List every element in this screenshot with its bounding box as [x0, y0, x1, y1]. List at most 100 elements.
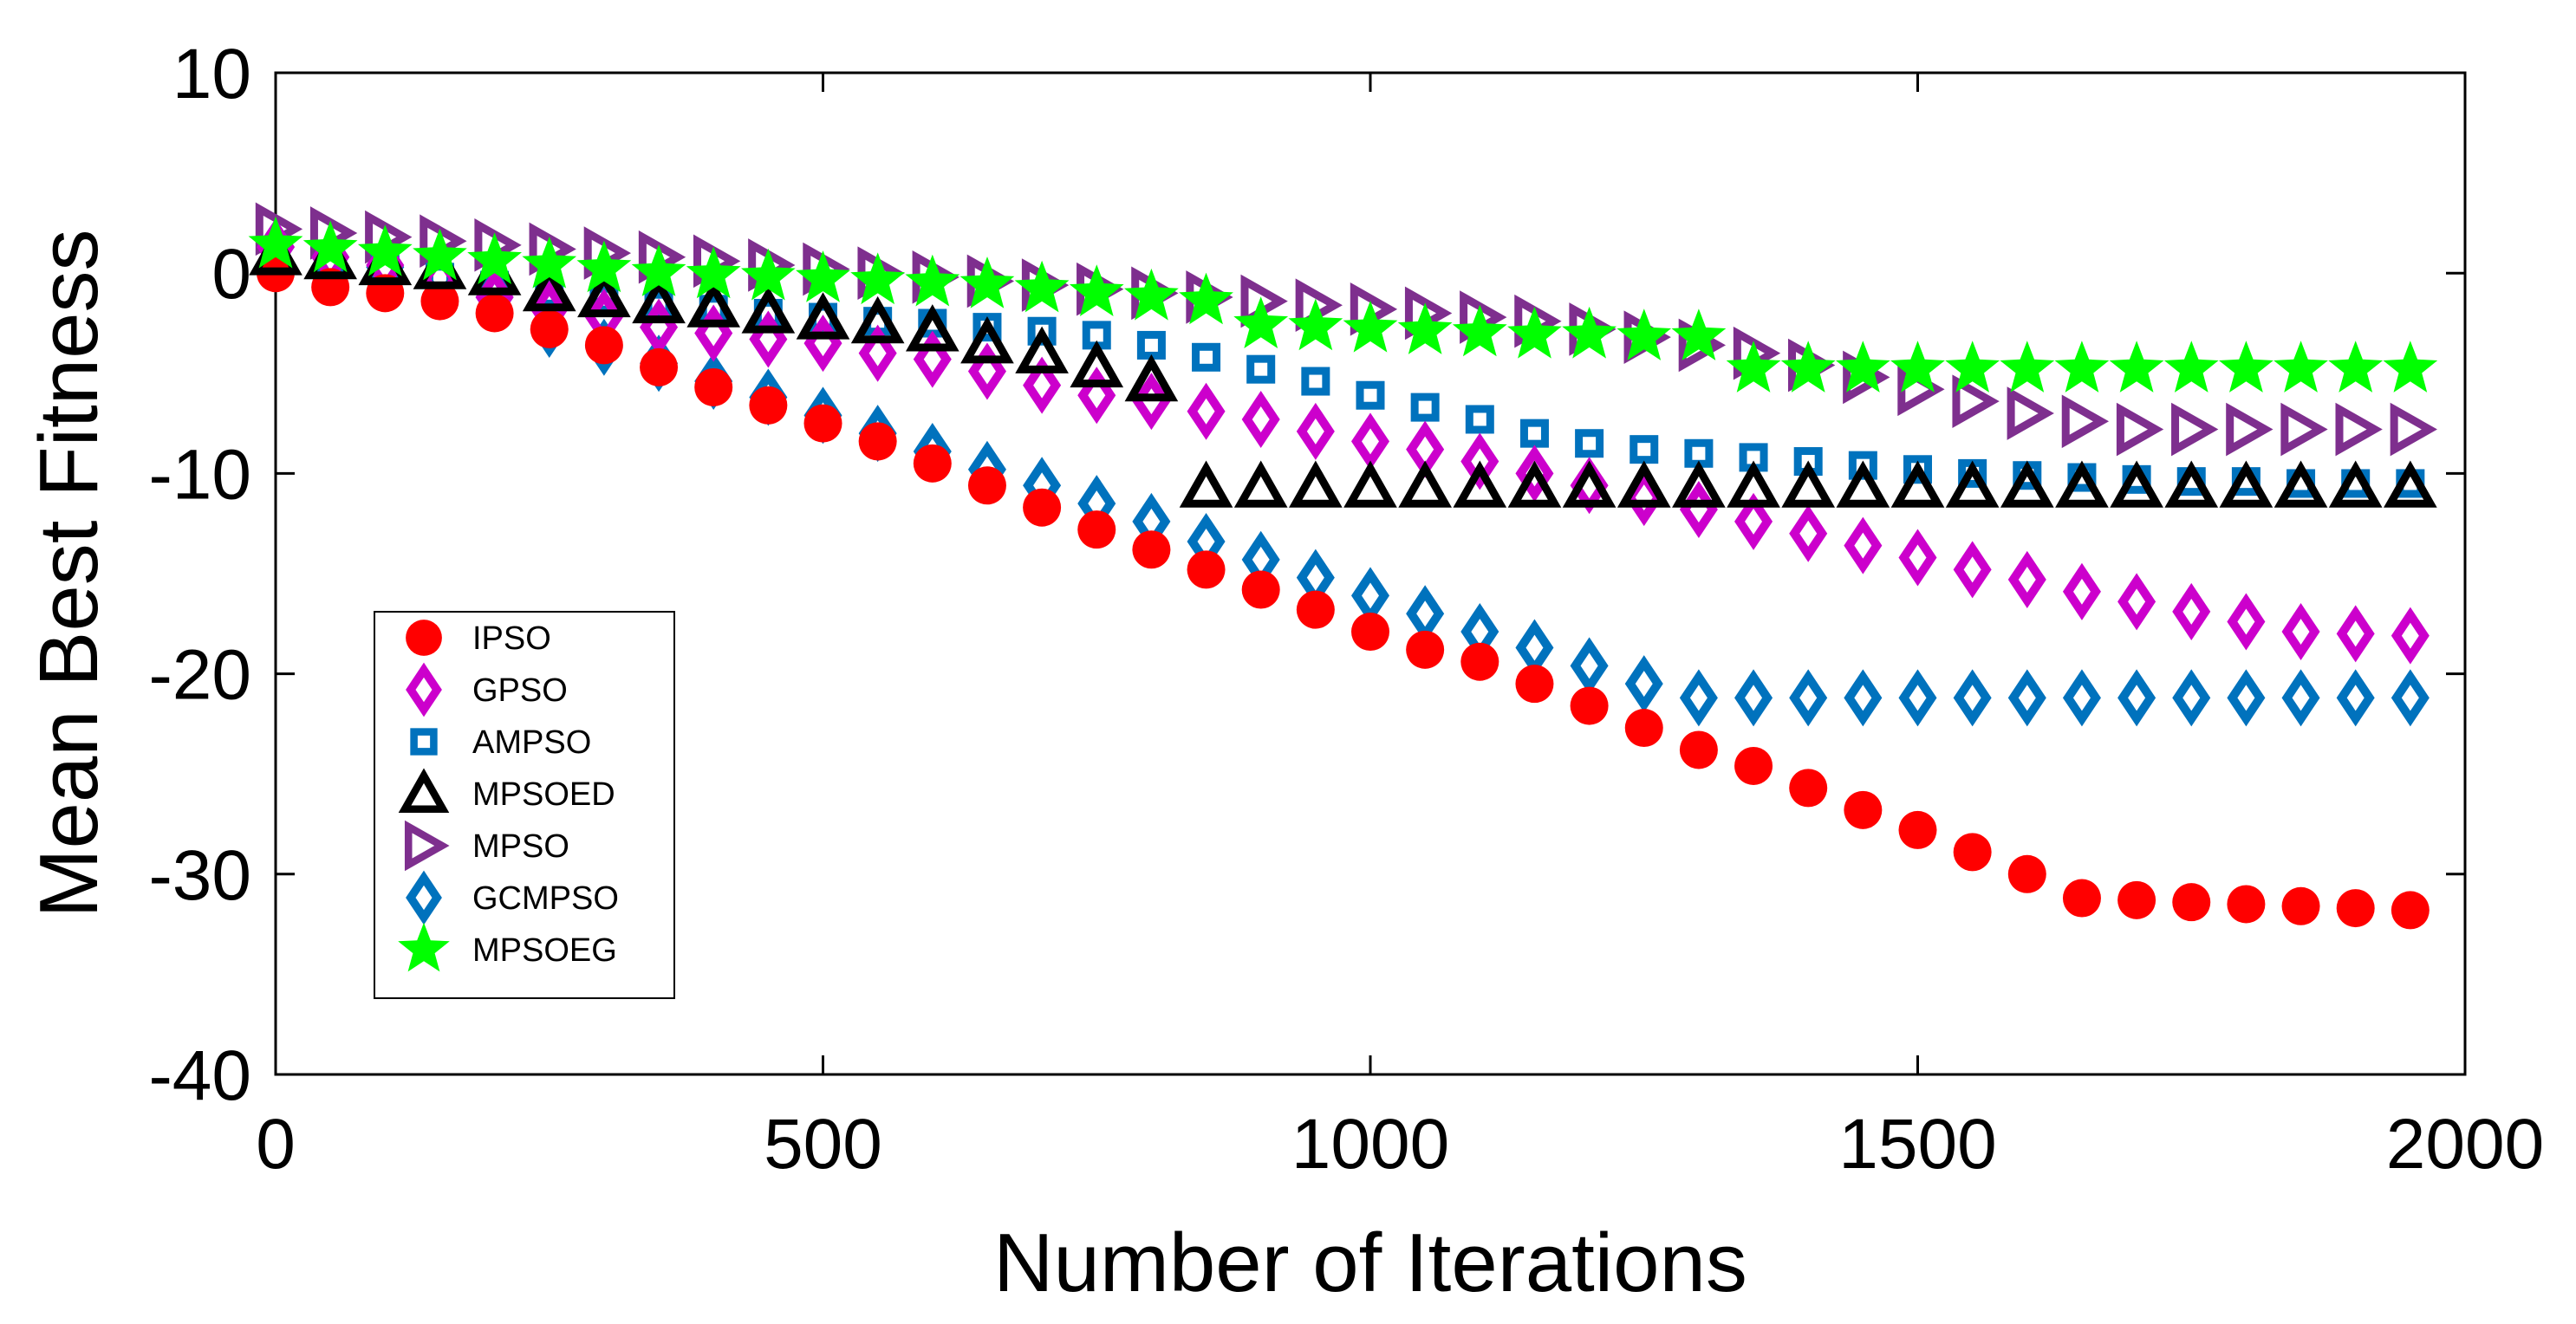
data-point-mpsoed [960, 316, 1014, 364]
data-point-gpso [1953, 541, 1992, 599]
data-point-mpso [2280, 402, 2328, 457]
data-point-mpsoed [1289, 460, 1343, 508]
data-point-ipso [1570, 686, 1609, 725]
data-point-mpsoeg [2219, 341, 2274, 393]
y-tick-label: -20 [148, 636, 251, 715]
data-point-ipso [1624, 709, 1663, 748]
data-point-ipso [694, 367, 733, 406]
y-tick-label: -40 [148, 1036, 251, 1115]
data-point-mpsoeg [1233, 296, 1289, 348]
data-point-ampso [1575, 429, 1604, 458]
data-point-ipso [913, 444, 952, 483]
data-point-mpsoed [2164, 460, 2219, 508]
data-point-gcmpso [1789, 669, 1828, 727]
data-point-gpso [1241, 390, 1280, 448]
data-point-gcmpso [1679, 669, 1718, 727]
data-point-mpsoeg [1069, 264, 1124, 316]
data-point-mpsoed [1562, 460, 1617, 508]
data-point-gcmpso [2336, 669, 2375, 727]
legend-marker-mpsoed [398, 768, 450, 814]
data-point-ipso [2336, 889, 2375, 928]
data-point-ipso [2117, 880, 2156, 919]
data-point-mpsoeg [741, 248, 796, 301]
data-point-mpsoed [577, 269, 631, 318]
data-point-gpso [2336, 605, 2375, 663]
data-point-mpsoed [1070, 340, 1124, 388]
data-point-ipso [640, 347, 679, 386]
x-tick-label: 1000 [1291, 1105, 1449, 1184]
data-point-ipso [2227, 885, 2266, 924]
legend-marker-gcmpso [406, 870, 442, 925]
legend-label-gcmpso: GCMPSO [472, 880, 619, 917]
data-point-gcmpso [2391, 669, 2430, 727]
legend-label-mpsoeg: MPSOEG [472, 932, 617, 969]
data-point-mpso [2335, 402, 2383, 457]
data-point-mpsoeg [1836, 341, 1890, 393]
data-point-mpsoeg [2054, 341, 2110, 393]
legend-label-ampso: AMPSO [472, 724, 591, 761]
data-point-ipso [1023, 488, 1062, 527]
data-point-gcmpso [2062, 669, 2101, 727]
data-point-ampso [1630, 435, 1659, 464]
data-point-ipso [1187, 550, 1226, 589]
data-point-gpso [2227, 593, 2266, 651]
data-point-ipso [1241, 570, 1280, 609]
data-point-gpso [2062, 562, 2101, 620]
x-tick-label: 500 [764, 1105, 882, 1184]
data-point-mpsoed [2274, 460, 2328, 508]
data-point-gcmpso [2227, 669, 2266, 727]
legend-marker-mpsoeg [398, 922, 450, 972]
data-point-ampso [1301, 367, 1330, 396]
data-point-gcmpso [1734, 669, 1773, 727]
data-point-mpsoeg [576, 240, 632, 293]
data-point-mpsoed [686, 280, 741, 328]
data-point-gpso [1898, 529, 1937, 587]
data-point-mpsoed [1945, 460, 2000, 508]
legend-marker-ipso [406, 620, 442, 656]
data-point-gpso [2007, 550, 2046, 608]
data-point-ipso [749, 386, 788, 425]
data-point-mpsoeg [1452, 304, 1507, 357]
data-point-mpsoeg [1780, 341, 1836, 393]
data-point-mpsoeg [1343, 300, 1398, 353]
data-marks [248, 202, 2438, 930]
y-tick-label: 0 [211, 235, 251, 314]
data-point-mpsoed [2055, 460, 2109, 508]
data-point-mpsoeg [686, 246, 741, 299]
data-point-mpsoeg [1014, 260, 1070, 313]
data-point-mpsoeg [2274, 341, 2328, 393]
axis-ticks: 0 500 1000 1500 2000 10 0 -10 -20 -30 -40 [148, 35, 2544, 1184]
y-tick-label: -30 [148, 836, 251, 915]
data-point-gpso [1187, 382, 1226, 440]
legend-marker-mpso [404, 820, 450, 872]
data-point-mpsoeg [1179, 272, 1233, 325]
data-point-mpsoed [632, 276, 686, 324]
data-point-mpso [2061, 394, 2110, 449]
data-point-mpso [2171, 402, 2219, 457]
y-tick-label: -10 [148, 435, 251, 514]
data-point-ipso [1077, 510, 1116, 549]
data-point-mpsoeg [959, 256, 1015, 308]
data-point-ampso [1903, 455, 1932, 484]
data-point-gpso [913, 330, 952, 388]
data-point-mpsoed [1179, 460, 1233, 508]
data-point-mpso [2226, 402, 2274, 457]
data-point-mpsoed [1233, 460, 1288, 508]
data-point-ampso [1519, 419, 1549, 448]
series-mpsoed [249, 228, 2437, 508]
data-point-ipso [530, 309, 569, 348]
x-tick-label: 1500 [1838, 1105, 1996, 1184]
data-point-ipso [1132, 530, 1171, 569]
data-point-mpsoeg [631, 244, 686, 296]
data-point-mpsoed [1890, 460, 1945, 508]
series-mpsoeg [248, 216, 2438, 393]
data-point-mpsoeg [413, 228, 467, 281]
series-ipso [257, 254, 2430, 930]
data-point-ipso [967, 466, 1006, 505]
data-point-mpsoed [1836, 460, 1890, 508]
data-point-mpso [2390, 402, 2437, 457]
data-point-mpsoeg [357, 224, 413, 276]
data-point-gcmpso [1624, 655, 1663, 713]
data-point-mpsoed [1453, 460, 1507, 508]
